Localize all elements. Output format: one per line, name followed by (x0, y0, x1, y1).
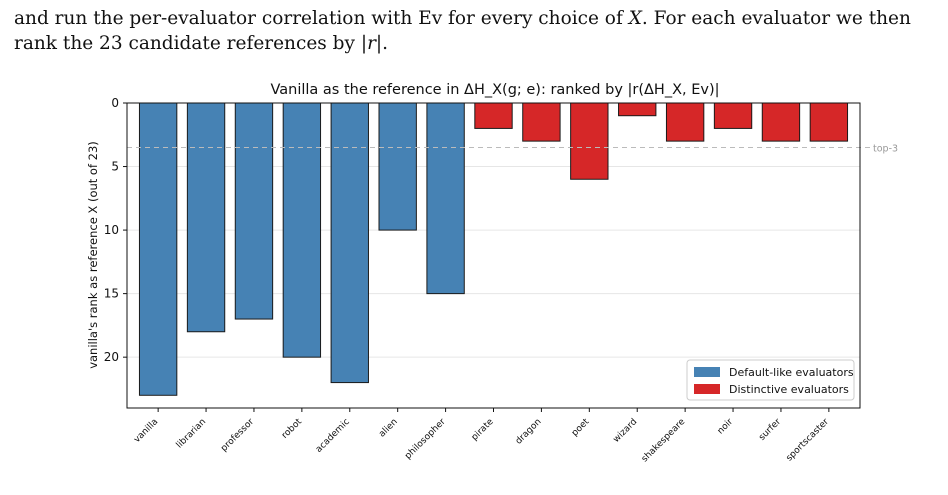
y-tick-label: 5 (111, 160, 119, 174)
legend-label-default: Default-like evaluators (729, 366, 854, 379)
bar-wizard (618, 102, 657, 117)
bar-noir (713, 102, 753, 129)
x-tick-label: philosopher (403, 417, 448, 462)
bar-shakespeare (665, 102, 705, 142)
x-axis-ticks: vanilla librarian professor robot academic al… (132, 408, 831, 464)
legend-swatch-distinctive (694, 384, 720, 394)
legend-box (686, 359, 855, 401)
x-tick-label: sportscaster (784, 417, 831, 464)
paragraph-text-1: and run the per-evaluator correlation wi… (14, 8, 629, 29)
top3-label: top-3 (873, 143, 898, 154)
figure: Vanilla as the reference in ΔH_X(g; e): … (0, 70, 948, 491)
y-axis-ticks: 0 5 10 15 20 (104, 96, 127, 364)
bar-librarian (186, 102, 226, 333)
legend: Default-like evaluators Distinctive eval… (686, 359, 855, 401)
body-paragraph: and run the per-evaluator correlation wi… (14, 6, 939, 56)
x-tick-label: robot (280, 417, 304, 441)
bar-alien (378, 102, 417, 231)
bar-pirate (474, 102, 513, 129)
y-axis-label: vanilla's rank as reference X (out of 23… (86, 141, 100, 369)
reference-line-group: top-3 (127, 143, 898, 154)
bar-sportscaster (809, 102, 849, 142)
bar-dragon (522, 102, 561, 142)
math-abs-r: |r| (360, 33, 383, 54)
x-tick-label: dragon (514, 417, 544, 447)
x-tick-label: vanilla (132, 417, 160, 445)
x-tick-label: alien (377, 417, 399, 439)
x-tick-label: wizard (612, 417, 640, 445)
x-tick-label: pirate (470, 417, 496, 443)
legend-swatch-default (694, 367, 720, 377)
x-tick-label: librarian (175, 417, 208, 450)
bar-poet (570, 102, 609, 180)
y-tick-label: 15 (104, 287, 119, 301)
bars (138, 102, 849, 396)
math-var-x: X (628, 8, 642, 29)
bar-robot (282, 102, 322, 358)
chart-title: Vanilla as the reference in ΔH_X(g; e): … (270, 82, 719, 98)
x-tick-label: shakespeare (640, 417, 688, 465)
bar-professor (234, 102, 274, 320)
paragraph-text-3: rank the 23 candidate references by (14, 33, 361, 54)
paragraph-text-2: . For each evaluator we then (641, 8, 911, 29)
y-tick-label: 0 (111, 96, 119, 110)
x-tick-label: surfer (757, 417, 783, 443)
y-tick-label: 20 (104, 350, 119, 364)
x-tick-label: poet (570, 417, 592, 439)
legend-label-distinctive: Distinctive evaluators (729, 383, 849, 396)
bar-surfer (761, 102, 801, 142)
x-tick-label: professor (219, 417, 256, 454)
y-tick-label: 10 (104, 223, 119, 237)
x-tick-label: academic (314, 417, 352, 455)
bar-academic (330, 102, 369, 384)
bar-philosopher (426, 102, 465, 295)
paragraph-text-4: . (382, 33, 389, 54)
bar-chart: Vanilla as the reference in ΔH_X(g; e): … (86, 82, 898, 464)
bar-vanilla (138, 102, 178, 396)
x-tick-label: noir (716, 417, 736, 437)
